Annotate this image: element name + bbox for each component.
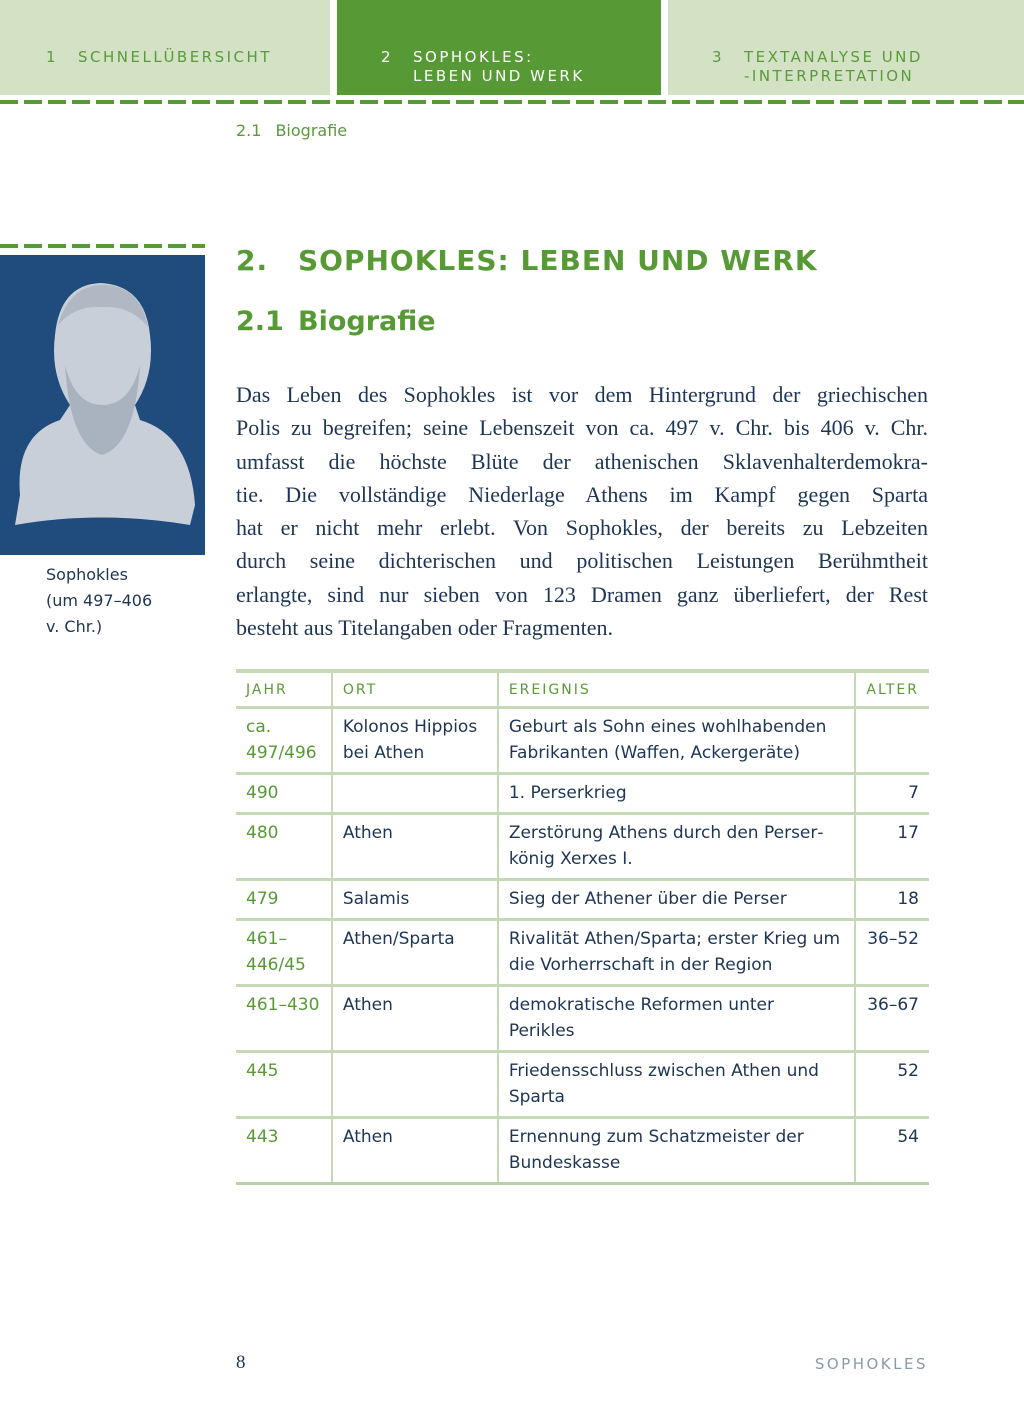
timeline-table: JAHR ORT EREIGNIS ALTER ca. 497/496 Kolon… bbox=[236, 669, 929, 1185]
cell-ereignis: Ernennung zum Schatzmeister der Bun­desk… bbox=[496, 1117, 856, 1185]
section-number: 2.1 bbox=[236, 306, 284, 337]
cell-alter bbox=[854, 707, 929, 775]
column-header-ereignis: EREIGNIS bbox=[496, 669, 856, 709]
cell-ereignis: Zerstörung Athens durch den Perser­könig… bbox=[496, 813, 856, 881]
table-row: 480 Athen Zerstörung Athens durch den Pers… bbox=[236, 813, 929, 881]
page-number: 8 bbox=[236, 1352, 246, 1373]
chapter-number: 2. bbox=[236, 244, 269, 277]
breadcrumb-label: Biografie bbox=[275, 121, 348, 140]
body-line: tie. Die vollständige Niederlage Athens … bbox=[236, 481, 928, 507]
tab-sophokles-leben-und-werk[interactable]: 2 SOPHOKLES: LEBEN UND WERK bbox=[337, 0, 661, 95]
cell-jahr: 443 bbox=[236, 1117, 332, 1185]
column-header-jahr: JAHR bbox=[236, 669, 332, 709]
cell-ort bbox=[330, 1051, 498, 1119]
column-header-alter: ALTER bbox=[854, 669, 929, 709]
cell-ort: Athen bbox=[330, 813, 498, 881]
body-line: durch seine dichterischen und politische… bbox=[236, 548, 928, 574]
tab-label-line: -INTERPRETATION bbox=[744, 67, 915, 85]
tab-number: 2 bbox=[381, 48, 394, 66]
table-row: ca. 497/496 Kolonos Hippios bei Athen Gebu… bbox=[236, 707, 929, 775]
cell-ereignis: Friedensschluss zwischen Athen und Spart… bbox=[496, 1051, 856, 1119]
body-line: hat er nicht mehr erlebt. Von Sophokles,… bbox=[236, 515, 928, 541]
tab-textanalyse[interactable]: 3 TEXTANALYSE UND -INTERPRETATION bbox=[668, 0, 1024, 95]
table-row: 443 Athen Ernennung zum Schatzmeister der … bbox=[236, 1117, 929, 1185]
tab-label-line: TEXTANALYSE UND bbox=[744, 48, 923, 66]
caption-line: Sophokles bbox=[46, 565, 128, 584]
image-caption: Sophokles (um 497–406 v. Chr.) bbox=[46, 562, 152, 640]
table-header-row: JAHR ORT EREIGNIS ALTER bbox=[236, 669, 929, 709]
cell-jahr: ca. 497/496 bbox=[236, 707, 332, 775]
tab-label: SCHNELLÜBERSICHT bbox=[78, 48, 272, 66]
sophokles-bust-image bbox=[0, 255, 205, 555]
cell-alter: 54 bbox=[854, 1117, 929, 1185]
cell-jahr: 461–430 bbox=[236, 985, 332, 1053]
body-line: besteht aus Titelangaben oder Fragmenten… bbox=[236, 615, 613, 641]
caption-line: v. Chr.) bbox=[46, 617, 103, 636]
body-paragraph: Das Leben des Sophokles ist vor dem Hint… bbox=[236, 378, 928, 644]
caption-line: (um 497–406 bbox=[46, 591, 153, 610]
cell-alter: 7 bbox=[854, 773, 929, 815]
breadcrumb: 2.1 Biografie bbox=[236, 121, 361, 140]
cell-alter: 52 bbox=[854, 1051, 929, 1119]
tab-number: 1 bbox=[46, 48, 59, 66]
cell-jahr: 479 bbox=[236, 879, 332, 921]
cell-ort: Athen bbox=[330, 1117, 498, 1185]
section-title: Biografie bbox=[298, 306, 436, 337]
tab-number: 3 bbox=[712, 48, 725, 66]
cell-ort: Athen/Sparta bbox=[330, 919, 498, 987]
chapter-title: SOPHOKLES: LEBEN UND WERK bbox=[298, 244, 818, 277]
table-row: 461–446/45 Athen/Sparta Rivalität Athen/Sp… bbox=[236, 919, 929, 987]
cell-jahr: 490 bbox=[236, 773, 332, 815]
table-row: 490 1. Perserkrieg 7 bbox=[236, 773, 929, 815]
cell-alter: 36–67 bbox=[854, 985, 929, 1053]
section-heading: 2.1 Biografie bbox=[236, 306, 436, 337]
body-line: erlangte, sind nur sieben von 123 Dramen… bbox=[236, 581, 928, 607]
table-row: 461–430 Athen demokratische Reformen unter… bbox=[236, 985, 929, 1053]
image-divider bbox=[0, 244, 205, 248]
cell-jahr: 445 bbox=[236, 1051, 332, 1119]
tab-label-line: LEBEN UND WERK bbox=[413, 67, 585, 85]
cell-ereignis: Geburt als Sohn eines wohlhabenden Fabri… bbox=[496, 707, 856, 775]
cell-ort: Kolonos Hippios bei Athen bbox=[330, 707, 498, 775]
cell-ort bbox=[330, 773, 498, 815]
header-divider bbox=[0, 100, 1024, 104]
cell-alter: 18 bbox=[854, 879, 929, 921]
cell-ereignis: Sieg der Athener über die Perser bbox=[496, 879, 856, 921]
chapter-heading: 2. SOPHOKLES: LEBEN UND WERK bbox=[236, 244, 818, 277]
cell-ereignis: Rivalität Athen/Sparta; erster Krieg um … bbox=[496, 919, 856, 987]
cell-ereignis: demokratische Reformen unter Perikles bbox=[496, 985, 856, 1053]
body-line: Polis zu begreifen; seine Lebenszeit von… bbox=[236, 415, 928, 441]
tab-label: SOPHOKLES: LEBEN UND WERK bbox=[413, 48, 585, 86]
cell-ereignis: 1. Perserkrieg bbox=[496, 773, 856, 815]
cell-alter: 17 bbox=[854, 813, 929, 881]
tab-label-line: SOPHOKLES: bbox=[413, 48, 534, 66]
tab-label: TEXTANALYSE UND -INTERPRETATION bbox=[744, 48, 923, 86]
table-row: 445 Friedensschluss zwischen Athen und Sp… bbox=[236, 1051, 929, 1119]
footer-title: SOPHOKLES bbox=[814, 1355, 928, 1373]
cell-ort: Athen bbox=[330, 985, 498, 1053]
cell-jahr: 480 bbox=[236, 813, 332, 881]
cell-jahr: 461–446/45 bbox=[236, 919, 332, 987]
cell-ort: Salamis bbox=[330, 879, 498, 921]
cell-alter: 36–52 bbox=[854, 919, 929, 987]
body-line: umfasst die höchste Blüte der athenische… bbox=[236, 448, 928, 474]
column-header-ort: ORT bbox=[330, 669, 498, 709]
tab-schnelluebersicht[interactable]: 1 SCHNELLÜBERSICHT bbox=[0, 0, 330, 95]
body-line: Das Leben des Sophokles ist vor dem Hint… bbox=[236, 382, 928, 407]
breadcrumb-number: 2.1 bbox=[236, 121, 262, 140]
table-row: 479 Salamis Sieg der Athener über die Pers… bbox=[236, 879, 929, 921]
